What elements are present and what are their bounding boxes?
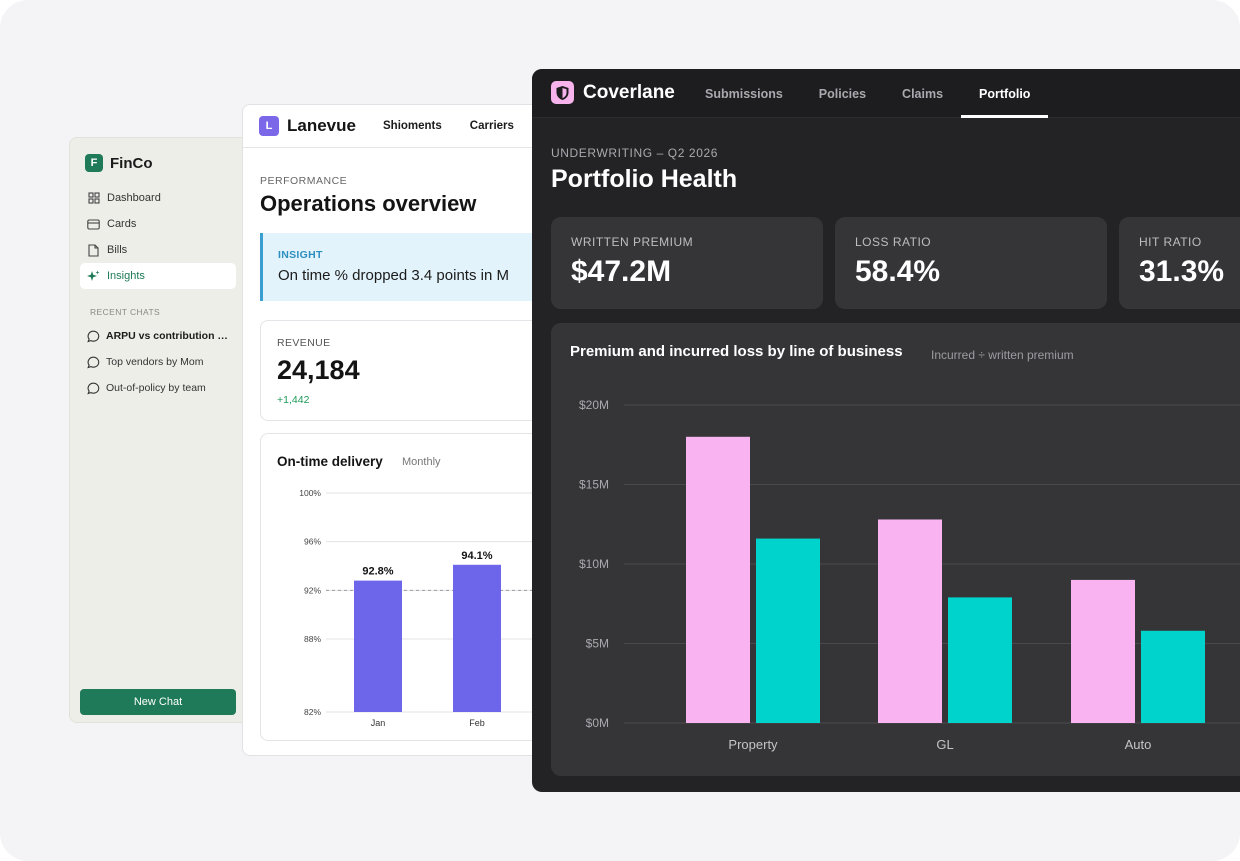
y-tick-label: 88% [304,634,321,644]
bar-auto-series-2 [1141,630,1205,723]
premium-loss-chart-card: Premium and incurred loss by line of bus… [551,323,1240,776]
page-title: Portfolio Health [551,165,738,193]
recent-chat-label: ARPU vs contribution margin [106,330,231,342]
page-eyebrow: UNDERWRITING – Q2 2026 [551,146,719,160]
kpi-value: 31.3% [1139,255,1225,288]
kpi-card-written-premium: WRITTEN PREMIUM $47.2M [551,217,823,309]
y-tick-label: $0M [586,716,609,730]
x-tick-label: Jan [371,718,386,728]
coverlane-window: Coverlane Submissions Policies Claims Po… [532,69,1240,792]
lanevue-header: L Lanevue Shioments Carriers [243,105,601,148]
bar-gl-series-2 [948,597,1012,723]
recent-chat-label: Top vendors by Mom [106,356,204,368]
finco-logo: F [85,154,103,172]
new-chat-button[interactable]: New Chat [80,689,236,715]
recent-chat-item[interactable]: Top vendors by Mom [80,349,236,375]
lanevue-logo: L [259,116,279,136]
chart-title: Premium and incurred loss by line of bus… [570,343,903,360]
tab-portfolio[interactable]: Portfolio [961,69,1049,118]
tab-submissions[interactable]: Submissions [705,86,783,101]
tab-claims[interactable]: Claims [902,86,944,101]
x-tick-label: Feb [469,718,485,728]
tab-carriers[interactable]: Carriers [469,120,514,132]
finco-sidebar-nav: Dashboard Cards Bills Insights [80,185,236,289]
lanevue-tabs: Shioments Carriers [383,120,514,132]
chart-title: On-time delivery [277,454,383,469]
recent-chat-item[interactable]: Out-of-policy by team [80,375,236,401]
sparkle-icon [87,270,100,283]
coverlane-tabs: Submissions Policies Claims Portfolio [687,69,1049,118]
sidebar-item-label: Dashboard [107,192,161,204]
kpi-card-loss-ratio: LOSS RATIO 58.4% [835,217,1107,309]
y-tick-label: $5M [586,637,609,651]
recent-chat-item[interactable]: ARPU vs contribution margin [80,323,236,349]
y-tick-label: $15M [579,478,609,492]
chart-subtitle: Incurred ÷ written premium [931,348,1074,362]
card-icon [87,218,100,231]
x-tick-label: Property [728,737,778,752]
insight-label: INSIGHT [278,249,323,261]
kpi-card-hit-ratio: HIT RATIO 31.3% [1119,217,1240,309]
bar-property-series-2 [756,538,820,723]
revenue-delta: +1,442 [277,394,310,406]
finco-brand: F FinCo [85,154,153,172]
sidebar-item-cards[interactable]: Cards [80,211,236,237]
bar-jan [354,580,402,712]
recent-chat-label: Out-of-policy by team [106,382,206,394]
y-tick-label: $20M [579,398,609,412]
x-tick-label: Auto [1125,737,1152,752]
coverlane-app-name: Coverlane [583,81,675,103]
tab-policies[interactable]: Policies [818,86,867,101]
revenue-label: REVENUE [277,337,331,349]
y-tick-label: 92% [304,585,321,595]
recent-chats-heading: RECENT CHATS [90,307,161,317]
bar-auto-series-1 [1071,579,1135,723]
kpi-label: HIT RATIO [1139,235,1202,249]
kpi-value: 58.4% [855,255,941,288]
y-tick-label: 96% [304,537,321,547]
tab-shipments[interactable]: Shioments [383,120,442,132]
page-eyebrow: PERFORMANCE [260,175,348,187]
finco-app-name: FinCo [110,154,153,172]
sidebar-item-label: Cards [107,218,137,230]
bar-property-series-1 [686,436,750,723]
kpi-label: LOSS RATIO [855,235,932,249]
premium-loss-chart: $20M $15M $10M $5M $0M Property GL Auto [579,398,1240,752]
file-icon [87,243,100,257]
x-tick-label: GL [936,737,953,752]
y-tick-label: 100% [299,488,321,498]
chat-bubble-icon [87,382,100,395]
lanevue-brand: L Lanevue [259,116,356,136]
y-tick-label: 82% [304,707,321,717]
bar-feb [453,564,501,712]
kpi-label: WRITTEN PREMIUM [571,235,694,249]
coverlane-header: Coverlane Submissions Policies Claims Po… [532,69,1240,118]
sidebar-item-bills[interactable]: Bills [80,237,236,263]
coverlane-brand: Coverlane [551,81,675,104]
bar-gl-series-1 [878,519,942,723]
grid-icon [87,192,100,205]
insight-text: On time % dropped 3.4 points in M [278,267,509,284]
shield-logo-icon [551,81,574,104]
bar-data-label: 92.8% [362,566,393,578]
bar-data-label: 94.1% [461,550,492,562]
page-title: Operations overview [260,191,477,216]
sidebar-item-insights[interactable]: Insights [80,263,236,289]
revenue-value: 24,184 [277,355,360,385]
kpi-value: $47.2M [571,255,672,288]
chat-bubble-icon [87,356,100,369]
lanevue-app-name: Lanevue [287,116,356,135]
sidebar-item-dashboard[interactable]: Dashboard [80,185,236,211]
sidebar-item-label: Bills [107,244,128,256]
recent-chats-list: ARPU vs contribution margin Top vendors … [80,323,236,401]
chat-bubble-icon [87,330,100,343]
sidebar-item-label: Insights [107,270,145,282]
chart-subtitle: Monthly [402,456,441,468]
y-tick-label: $10M [579,557,609,571]
